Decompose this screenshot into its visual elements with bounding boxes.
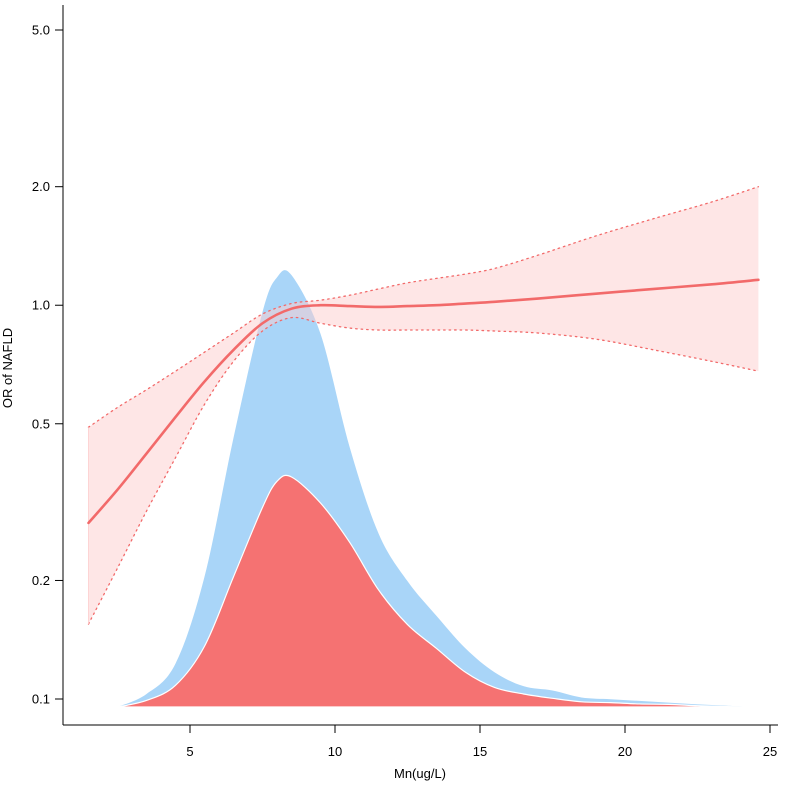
y-tick-label: 0.5 bbox=[32, 416, 50, 431]
or-curve bbox=[87, 278, 760, 525]
x-tick-label: 5 bbox=[186, 744, 193, 759]
y-tick-label: 2.0 bbox=[32, 179, 50, 194]
y-tick-label: 1.0 bbox=[32, 298, 50, 313]
density-layer bbox=[117, 270, 756, 708]
upper-ci-line bbox=[87, 186, 760, 428]
x-axis-title: Mn(ug/L) bbox=[394, 766, 446, 781]
x-axis: 5 10 15 20 25 bbox=[63, 724, 778, 759]
density-area-nafld bbox=[117, 474, 756, 708]
y-axis: 0.1 0.2 0.5 1.0 2.0 5.0 bbox=[32, 5, 64, 725]
y-ticks: 0.1 0.2 0.5 1.0 2.0 5.0 bbox=[32, 23, 63, 707]
x-tick-label: 15 bbox=[473, 744, 487, 759]
lower-ci-line bbox=[87, 316, 760, 625]
x-tick-label: 25 bbox=[763, 744, 777, 759]
or-curve-layer bbox=[87, 278, 760, 525]
confidence-band bbox=[88, 186, 759, 625]
y-axis-title: OR of NAFLD bbox=[0, 328, 15, 408]
x-tick-label: 20 bbox=[618, 744, 632, 759]
y-tick-label: 0.1 bbox=[32, 692, 50, 707]
y-tick-label: 0.2 bbox=[32, 573, 50, 588]
x-ticks: 5 10 15 20 25 bbox=[186, 725, 777, 759]
x-tick-label: 10 bbox=[328, 744, 342, 759]
confidence-band-layer bbox=[87, 186, 760, 625]
y-tick-label: 5.0 bbox=[32, 23, 50, 38]
